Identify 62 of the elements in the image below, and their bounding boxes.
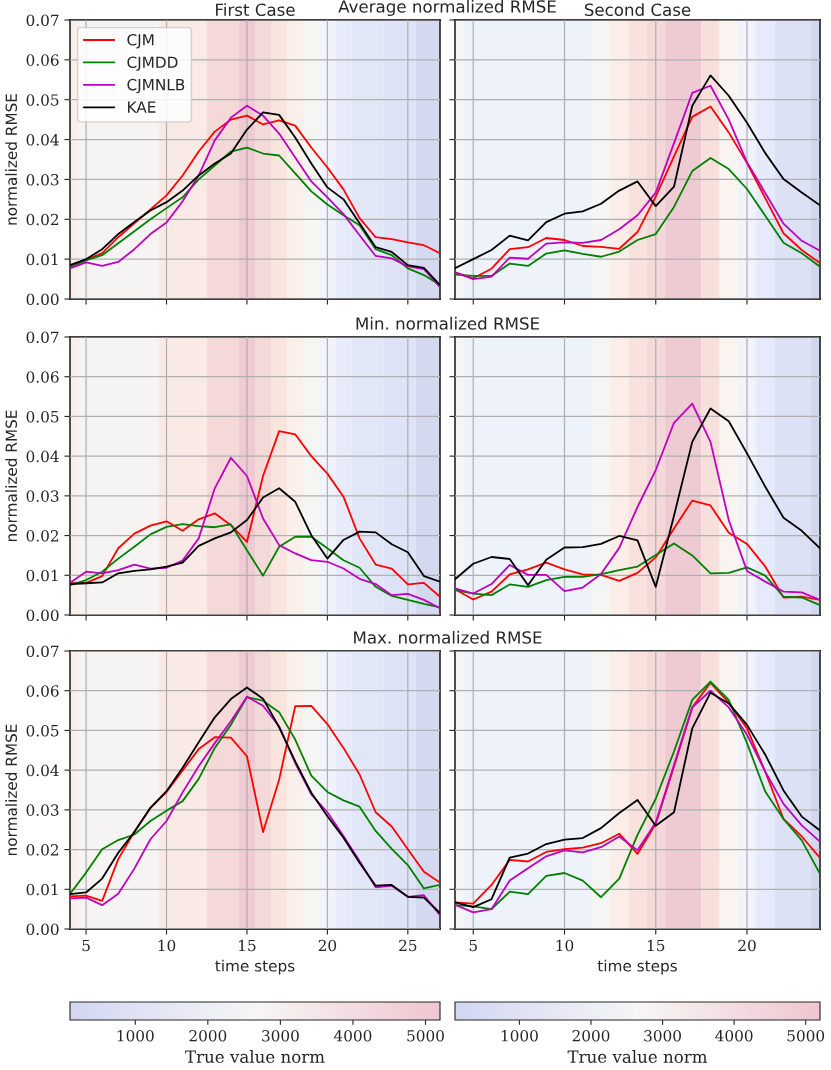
color-bar-title: True value norm xyxy=(185,1050,325,1063)
y-tick-label: 0.00 xyxy=(26,923,59,936)
y-tick-label: 0.01 xyxy=(26,253,58,266)
x-tick-label: 20 xyxy=(738,939,756,952)
color-bar-label: 1000 xyxy=(117,1029,154,1042)
legend-label: KAE xyxy=(128,101,156,113)
y-tick-label: 0.00 xyxy=(26,293,59,306)
y-tick-label: 0.04 xyxy=(26,450,59,463)
y-tick-label: 0.07 xyxy=(26,645,59,658)
y-tick-label: 0.03 xyxy=(26,173,59,186)
y-tick-label: 0.07 xyxy=(26,14,59,27)
y-axis-title: normalized RMSE xyxy=(5,94,18,225)
y-tick-label: 0.01 xyxy=(26,569,58,582)
color-bar-label: 3000 xyxy=(262,1029,299,1042)
x-axis-title: time steps xyxy=(215,959,295,975)
line-series xyxy=(70,456,440,610)
color-bar-label: 2000 xyxy=(572,1029,610,1042)
line-series xyxy=(70,523,440,609)
chart-subtitle: Average normalized RMSE xyxy=(338,0,556,16)
y-tick-label: 0.05 xyxy=(26,94,59,106)
x-tick-label: 20 xyxy=(318,939,337,952)
x-tick-label: 15 xyxy=(239,939,256,952)
color-bar-label: 4000 xyxy=(333,1029,372,1042)
y-tick-label: 0.05 xyxy=(26,724,59,737)
y-tick-label: 0.06 xyxy=(26,685,59,697)
chart-subtitle: Max. normalized RMSE xyxy=(354,630,542,644)
line-series xyxy=(70,430,440,598)
y-tick-label: 0.06 xyxy=(26,371,59,383)
legend-label: CJMDD xyxy=(127,56,178,71)
y-tick-label: 0.02 xyxy=(26,213,59,226)
chart-title: Second Case xyxy=(584,3,691,17)
color-bar-label: 4000 xyxy=(715,1029,753,1042)
x-tick-label: 15 xyxy=(647,939,665,952)
y-axis-title: normalized RMSE xyxy=(5,410,18,542)
color-bar-label: 2000 xyxy=(189,1029,227,1042)
y-tick-label: 0.03 xyxy=(26,804,59,816)
color-bar-label: 5000 xyxy=(407,1029,444,1042)
x-tick-label: 5 xyxy=(469,939,477,952)
y-tick-label: 0.05 xyxy=(26,410,59,423)
x-tick-label: 10 xyxy=(158,939,176,952)
legend-label: CJM xyxy=(127,34,154,49)
x-tick-label: 25 xyxy=(399,939,417,952)
y-tick-label: 0.06 xyxy=(26,54,59,66)
color-bar-label: 5000 xyxy=(787,1029,825,1042)
color-bar-label: 1000 xyxy=(501,1029,538,1042)
x-tick-label: 10 xyxy=(556,939,574,952)
y-axis-title: normalized RMSE xyxy=(5,724,18,856)
y-tick-label: 0.02 xyxy=(26,844,59,856)
y-tick-label: 0.04 xyxy=(26,134,59,146)
chart-title: First Case xyxy=(216,3,295,17)
color-bar-title: True value norm xyxy=(567,1050,708,1063)
chart-subtitle: Min. normalized RMSE xyxy=(356,316,540,330)
y-tick-label: 0.03 xyxy=(26,490,59,502)
legend-label: CJMNLB xyxy=(127,78,185,94)
y-tick-label: 0.07 xyxy=(26,331,59,344)
color-bar-label: 3000 xyxy=(644,1029,681,1042)
x-tick-label: 5 xyxy=(82,939,90,952)
y-tick-label: 0.02 xyxy=(26,530,59,542)
y-tick-label: 0.01 xyxy=(26,883,58,896)
y-tick-label: 0.00 xyxy=(26,609,59,622)
y-tick-label: 0.04 xyxy=(26,764,59,777)
x-axis-title: time steps xyxy=(597,959,677,975)
